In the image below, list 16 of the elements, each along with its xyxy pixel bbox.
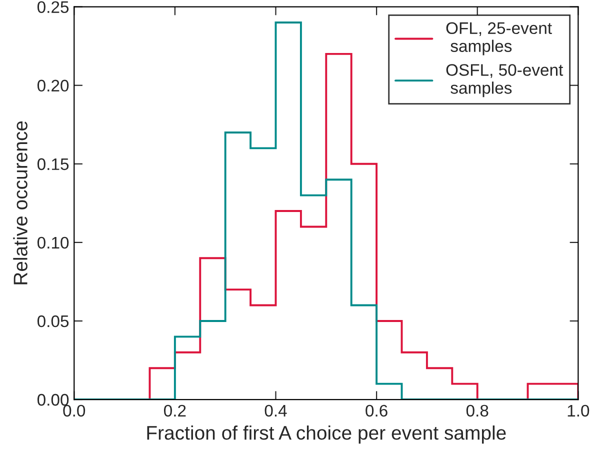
legend-label: OSFL, 50-event samples <box>446 64 564 98</box>
x-axis-title: Fraction of first A choice per event sample <box>147 425 506 444</box>
x-tick-label: 0.8 <box>466 404 488 417</box>
legend-label: OFL, 25-event samples <box>446 22 552 56</box>
y-tick-label: 0.25 <box>37 1 69 14</box>
y-axis-title: Relative occurence <box>13 121 28 284</box>
y-tick-label: 0.00 <box>37 394 69 406</box>
x-tick-label: 1.0 <box>568 404 590 417</box>
x-tick-label: 0.4 <box>264 404 287 417</box>
y-tick-label: 0.20 <box>37 80 69 92</box>
x-tick-label: 0.6 <box>366 404 388 417</box>
y-tick-label: 0.15 <box>37 158 69 170</box>
y-tick-label: 0.05 <box>37 315 69 328</box>
y-tick-label: 0.10 <box>37 236 69 249</box>
x-tick-label: 0.2 <box>164 404 186 417</box>
x-tick-label: 0.0 <box>63 404 86 417</box>
